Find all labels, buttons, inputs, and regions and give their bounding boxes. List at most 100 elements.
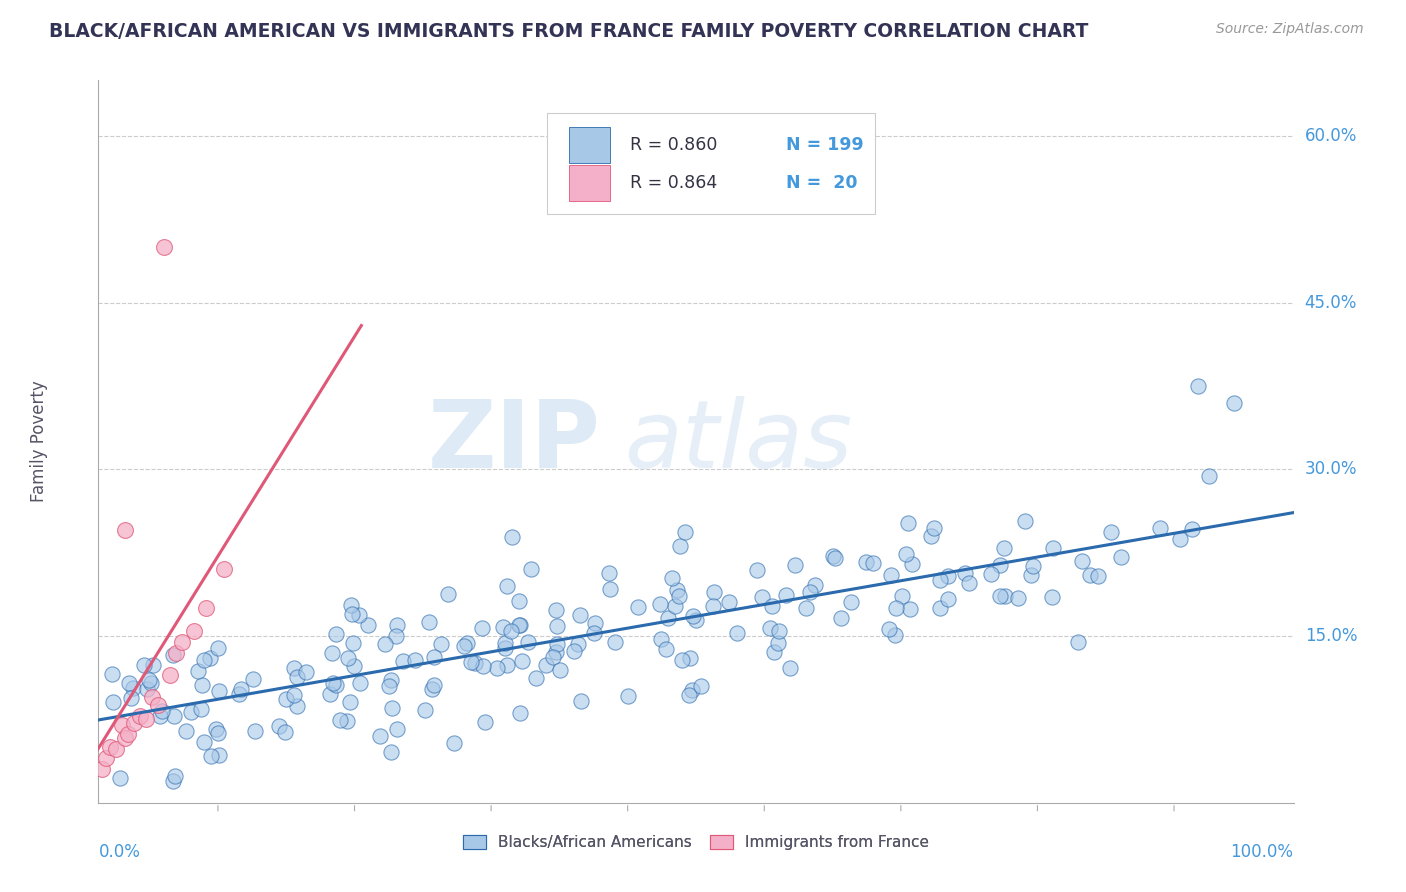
Point xyxy=(1040,591,1063,605)
Point xyxy=(669,539,692,553)
Point xyxy=(229,682,252,697)
Point xyxy=(464,657,486,671)
Point xyxy=(766,636,789,650)
Point xyxy=(404,653,426,667)
Point xyxy=(804,577,827,591)
Point xyxy=(936,591,959,606)
Point xyxy=(329,713,352,727)
Point xyxy=(598,566,620,580)
Point xyxy=(929,600,952,615)
Point xyxy=(436,587,458,601)
Point xyxy=(508,618,530,632)
Point xyxy=(655,642,678,657)
Point xyxy=(794,601,817,615)
Point xyxy=(841,594,863,608)
Point xyxy=(761,599,783,614)
Text: 60.0%: 60.0% xyxy=(1305,127,1357,145)
Point xyxy=(139,676,162,690)
Text: ZIP: ZIP xyxy=(427,395,600,488)
Point xyxy=(884,601,907,615)
Point xyxy=(190,702,212,716)
Point xyxy=(762,645,785,659)
Point xyxy=(101,696,124,710)
Point xyxy=(165,646,187,660)
Point xyxy=(650,632,672,647)
Point xyxy=(172,634,194,648)
Point xyxy=(342,659,364,673)
Point xyxy=(1109,549,1132,564)
Point xyxy=(583,616,606,631)
Point xyxy=(959,576,981,591)
Point xyxy=(546,646,568,660)
Point xyxy=(114,524,136,538)
Point xyxy=(114,731,136,746)
Point xyxy=(163,769,186,783)
Point xyxy=(536,657,558,672)
Point xyxy=(349,676,371,690)
Point xyxy=(205,723,228,737)
Point xyxy=(422,678,444,692)
Point xyxy=(124,715,146,730)
Text: 15.0%: 15.0% xyxy=(1305,627,1357,645)
Point xyxy=(193,735,215,749)
Text: Source: ZipAtlas.com: Source: ZipAtlas.com xyxy=(1216,22,1364,37)
Point xyxy=(208,747,231,762)
Point xyxy=(702,599,724,614)
Point xyxy=(1187,379,1209,393)
Point xyxy=(599,582,621,597)
Point xyxy=(357,617,380,632)
FancyBboxPatch shape xyxy=(569,128,610,163)
Point xyxy=(471,621,494,635)
Point xyxy=(460,655,482,669)
Point xyxy=(267,719,290,733)
Point xyxy=(368,729,391,743)
Point xyxy=(898,602,921,616)
Point xyxy=(775,588,797,602)
Point xyxy=(384,629,406,643)
Point xyxy=(474,714,496,729)
Point xyxy=(200,749,222,764)
Point xyxy=(422,649,444,664)
Point xyxy=(111,718,134,732)
Point xyxy=(385,617,408,632)
FancyBboxPatch shape xyxy=(547,112,876,214)
Point xyxy=(924,520,946,534)
Text: Family Poverty: Family Poverty xyxy=(30,381,48,502)
Point xyxy=(1149,521,1171,535)
Point xyxy=(510,654,533,668)
Point xyxy=(162,773,184,788)
Point xyxy=(183,624,205,638)
Point xyxy=(1067,634,1090,648)
Point xyxy=(499,624,522,638)
Point xyxy=(546,618,568,632)
Point xyxy=(153,240,176,254)
Point xyxy=(141,690,163,705)
Point xyxy=(418,615,440,629)
Point xyxy=(283,688,305,702)
Point xyxy=(879,568,901,582)
Point xyxy=(664,599,686,613)
Point xyxy=(415,702,437,716)
Point xyxy=(679,651,702,665)
Point xyxy=(661,571,683,585)
Point xyxy=(149,708,172,723)
Point xyxy=(325,627,347,641)
Point xyxy=(148,698,170,712)
Point xyxy=(703,585,725,599)
Point xyxy=(1170,532,1192,546)
Point xyxy=(783,558,806,572)
Point xyxy=(1099,525,1122,540)
Text: 30.0%: 30.0% xyxy=(1305,460,1357,478)
Point xyxy=(285,698,308,713)
Point xyxy=(897,516,920,530)
Text: R = 0.860: R = 0.860 xyxy=(630,136,717,154)
Point xyxy=(380,673,402,688)
Point xyxy=(501,530,523,544)
Point xyxy=(494,641,516,656)
Point xyxy=(101,667,124,681)
Point xyxy=(110,771,132,785)
Point xyxy=(520,562,543,576)
Point xyxy=(1007,591,1029,605)
Point xyxy=(138,673,160,687)
Point xyxy=(920,529,942,543)
